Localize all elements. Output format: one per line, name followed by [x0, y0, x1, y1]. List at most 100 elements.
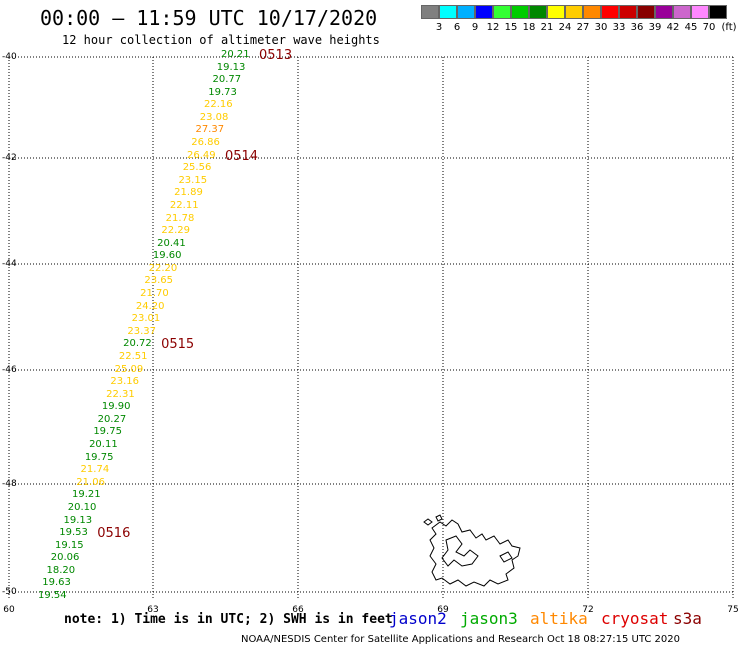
color-swatch — [439, 5, 457, 19]
wave-height-value: 19.90 — [101, 401, 131, 413]
wave-height-value: 22.29 — [161, 225, 191, 237]
color-swatch — [457, 5, 475, 19]
wave-height-value: 25.09 — [114, 363, 144, 375]
wave-height-value: 19.75 — [84, 451, 114, 463]
latitude-label: -42 — [2, 153, 17, 163]
color-swatch — [529, 5, 547, 19]
color-legend-label: 15 — [504, 22, 518, 33]
color-swatch — [475, 5, 493, 19]
island-main-outline — [429, 519, 521, 587]
wave-height-value: 21.70 — [140, 288, 169, 300]
wave-height-value: 24.20 — [135, 300, 165, 312]
island-west-islet — [435, 514, 443, 522]
wave-height-value: 20.72 — [123, 338, 152, 350]
wave-height-value: 19.13 — [216, 61, 246, 73]
wave-height-value: 25.56 — [182, 162, 212, 174]
longitude-label: 66 — [292, 605, 304, 615]
wave-height-value: 20.77 — [212, 74, 242, 86]
island-inner-bay — [441, 535, 479, 567]
color-legend-label: 6 — [453, 22, 461, 33]
latitude-label: -44 — [2, 259, 17, 269]
wave-height-value: 20.21 — [221, 49, 250, 60]
color-legend-label: 24 — [558, 22, 572, 33]
satellite-legend-cryosat: cryosat — [601, 609, 669, 628]
wave-height-value: 26.86 — [191, 137, 220, 149]
color-swatch — [493, 5, 511, 19]
color-legend-label: 42 — [666, 22, 680, 33]
color-swatch — [637, 5, 655, 19]
wave-height-value: 23.08 — [199, 111, 229, 123]
color-legend-label: 27 — [576, 22, 590, 33]
wave-height-value: 20.10 — [67, 501, 97, 513]
color-swatch — [547, 5, 565, 19]
color-swatch — [601, 5, 619, 19]
wave-height-value: 19.73 — [208, 86, 237, 98]
wave-height-value: 23.15 — [178, 174, 208, 186]
wave-height-value: 19.54 — [38, 590, 67, 601]
wave-height-value: 18.20 — [46, 564, 76, 576]
wave-height-value: 22.20 — [148, 262, 178, 274]
wave-height-value: 19.60 — [152, 250, 182, 262]
latitude-label: -46 — [2, 365, 17, 375]
color-swatch — [673, 5, 691, 19]
longitude-label: 69 — [437, 605, 449, 615]
satellite-legend-jason3: jason3 — [460, 609, 518, 628]
wave-height-value: 20.41 — [157, 237, 186, 249]
color-swatch — [655, 5, 673, 19]
wave-height-value: 19.13 — [63, 514, 93, 526]
color-legend-label: 9 — [471, 22, 479, 33]
wave-height-value: 21.89 — [174, 187, 203, 199]
longitude-label: 63 — [147, 605, 159, 615]
kerguelen-island-outline — [423, 514, 521, 587]
color-legend-label: 70 — [702, 22, 716, 33]
satellite-legend-jason2: jason2 — [389, 609, 447, 628]
color-legend-unit: (ft) — [721, 22, 737, 33]
color-legend-label: 30 — [594, 22, 608, 33]
color-legend-label: 12 — [486, 22, 500, 33]
color-swatch — [511, 5, 529, 19]
lat-lon-grid — [8, 56, 734, 600]
footer-credit: NOAA/NESDIS Center for Satellite Applica… — [241, 634, 680, 645]
color-swatch — [421, 5, 439, 19]
color-legend-label: 33 — [612, 22, 626, 33]
wave-height-value: 23.01 — [131, 313, 161, 325]
color-legend-label: 21 — [540, 22, 554, 33]
wave-height-value: 19.53 — [59, 527, 88, 539]
wave-height-value: 20.27 — [97, 413, 127, 425]
color-swatch — [619, 5, 637, 19]
footer-note: note: 1) Time is in UTC; 2) SWH is in fe… — [64, 612, 393, 627]
color-swatch — [691, 5, 709, 19]
wave-height-value: 27.37 — [195, 124, 225, 136]
wave-height-value: 23.65 — [144, 275, 174, 287]
longitude-label: 60 — [3, 605, 15, 615]
wave-height-value: 22.51 — [118, 350, 148, 362]
wave-height-value: 20.11 — [89, 439, 118, 451]
wave-height-value: 22.31 — [106, 388, 135, 400]
island-north-islet — [423, 518, 433, 526]
map-subtitle: 12 hour collection of altimeter wave hei… — [62, 33, 380, 47]
color-swatch — [709, 5, 727, 19]
color-legend-label: 3 — [435, 22, 443, 33]
color-legend-label: 18 — [522, 22, 536, 33]
satellite-legend-s3a: s3a — [673, 609, 702, 628]
latitude-label: -40 — [2, 52, 17, 62]
color-legend-bar — [421, 5, 727, 19]
wave-height-value: 22.11 — [169, 199, 199, 211]
wave-height-value: 21.78 — [165, 212, 195, 224]
wave-height-value: 21.06 — [76, 476, 105, 488]
wave-height-value: 19.63 — [42, 577, 71, 589]
track-time-label: 0514 — [224, 148, 259, 164]
track-time-label: 0515 — [161, 337, 195, 353]
longitude-label: 72 — [582, 605, 594, 615]
wave-height-value: 23.16 — [110, 376, 139, 388]
wave-height-value: 19.15 — [55, 539, 84, 551]
satellite-legend-altika: altika — [530, 609, 588, 628]
map-title: 00:00 – 11:59 UTC 10/17/2020 — [40, 6, 378, 30]
latitude-label: -50 — [2, 587, 17, 597]
wave-height-value: 22.16 — [203, 99, 233, 111]
wave-height-value: 20.06 — [50, 552, 80, 564]
color-swatch — [583, 5, 601, 19]
color-legend-label: 45 — [684, 22, 698, 33]
wave-height-value: 23.37 — [127, 325, 156, 337]
